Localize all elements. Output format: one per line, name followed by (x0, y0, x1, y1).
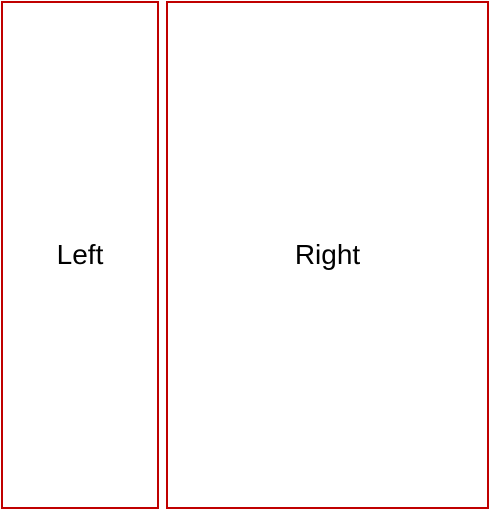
left-pane-label: Left (56, 239, 104, 270)
left-pane: Left (1, 1, 159, 509)
right-pane: Right (166, 1, 489, 509)
right-pane-label: Right (294, 239, 361, 270)
